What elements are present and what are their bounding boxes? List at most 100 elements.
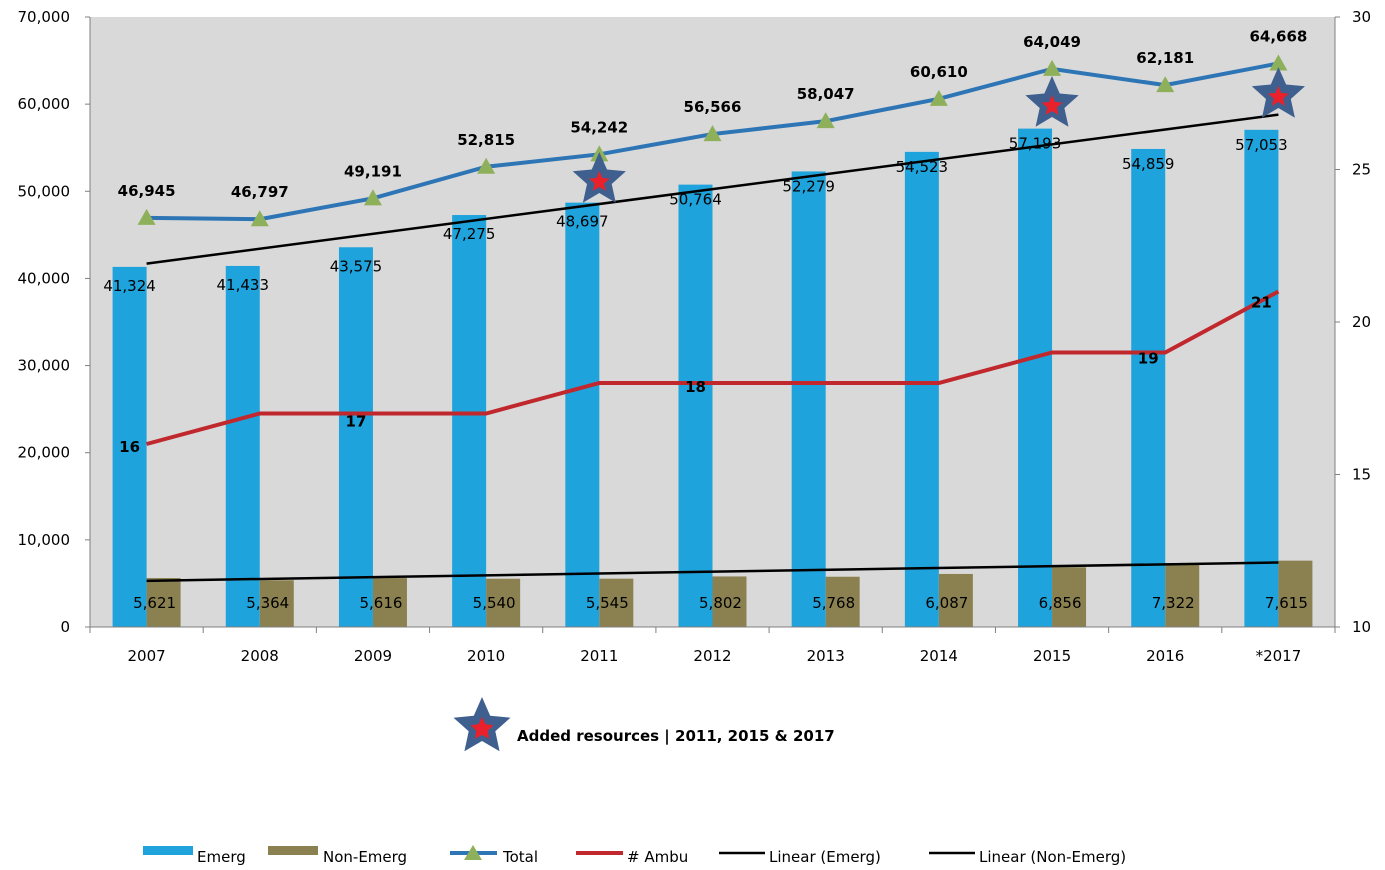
bar-non-emerg-7	[938, 573, 973, 627]
label-total-6: 58,047	[797, 85, 855, 103]
y-right-tick-label-1: 15	[1352, 466, 1371, 484]
label-total-0: 46,945	[118, 182, 176, 200]
y-left-tick-label-0: 0	[60, 618, 70, 636]
label-non-emerg-8: 6,856	[1039, 594, 1082, 612]
label-ambu-10: 21	[1251, 294, 1272, 312]
bar-emerg-3	[452, 215, 487, 627]
bar-non-emerg-2	[372, 578, 407, 627]
x-tick-label-8: 2015	[1033, 647, 1071, 665]
bar-non-emerg-9	[1165, 563, 1200, 627]
trendline-emerg	[146, 113, 1279, 265]
x-tick-label-2: 2009	[354, 647, 392, 665]
label-total-9: 62,181	[1136, 49, 1194, 67]
annotation-star-inner-4	[588, 171, 610, 191]
x-tick-label-7: 2014	[920, 647, 958, 665]
trendline-non-emerg	[146, 561, 1279, 583]
label-emerg-6: 52,279	[782, 177, 835, 195]
marker-total-9	[1156, 76, 1175, 93]
bar-emerg-0	[112, 266, 147, 627]
bar-non-emerg-1	[259, 580, 294, 627]
label-emerg-3: 47,275	[443, 225, 496, 243]
legend-marker-total	[464, 845, 482, 860]
bar-non-emerg-0	[146, 578, 181, 627]
label-emerg-1: 41,433	[217, 276, 270, 294]
label-total-10: 64,668	[1249, 27, 1307, 45]
marker-total-8	[1043, 59, 1062, 76]
bar-emerg-5	[678, 184, 713, 628]
bar-non-emerg-4	[599, 578, 634, 627]
label-non-emerg-9: 7,322	[1152, 594, 1195, 612]
marker-total-5	[703, 125, 722, 142]
bar-emerg-9	[1131, 148, 1166, 627]
label-emerg-2: 43,575	[330, 257, 383, 275]
x-tick-label-1: 2008	[241, 647, 279, 665]
legend-label-trend-emerg: Linear (Emerg)	[769, 848, 881, 865]
marker-total-2	[363, 189, 382, 206]
y-left-tick-label-1: 10,000	[18, 531, 71, 549]
bar-emerg-10	[1244, 129, 1279, 627]
marker-total-10	[1269, 54, 1288, 71]
x-tick-label-9: 2016	[1146, 647, 1184, 665]
annotation-star-inner-10	[1267, 86, 1289, 106]
annotation-legend-star-inner	[470, 717, 494, 739]
legend-label-emerg: Emerg	[197, 848, 246, 865]
legend-label-total: Total	[502, 848, 538, 865]
y-left-tick-label-4: 40,000	[18, 269, 71, 287]
marker-total-1	[250, 210, 269, 227]
label-ambu-0: 16	[119, 438, 140, 456]
label-emerg-9: 54,859	[1122, 155, 1175, 173]
bar-emerg-4	[565, 202, 600, 627]
label-ambu-2: 17	[346, 413, 367, 431]
label-total-7: 60,610	[910, 63, 968, 81]
annotation-star-inner-8	[1041, 95, 1063, 115]
marker-total-3	[477, 157, 496, 174]
legend-label-ambu: # Ambu	[627, 848, 688, 865]
label-total-3: 52,815	[457, 131, 515, 149]
label-emerg-5: 50,764	[669, 191, 722, 209]
y-right-tick-label-4: 30	[1352, 8, 1371, 26]
label-emerg-8: 57,193	[1009, 135, 1062, 153]
label-ambu-9: 19	[1138, 350, 1159, 368]
bar-non-emerg-3	[486, 578, 521, 627]
legend-label-trend-non-emerg: Linear (Non-Emerg)	[979, 848, 1126, 865]
marker-total-0	[137, 208, 156, 225]
label-non-emerg-4: 5,545	[586, 594, 629, 612]
label-total-5: 56,566	[684, 98, 742, 116]
y-right-tick-label-3: 25	[1352, 161, 1371, 179]
y-left-tick-label-2: 20,000	[18, 444, 71, 462]
line-ambu	[146, 289, 1280, 446]
y-left-tick-label-6: 60,000	[18, 95, 71, 113]
bar-non-emerg-10	[1278, 560, 1313, 627]
label-non-emerg-6: 5,768	[812, 594, 855, 612]
legend-swatch-emerg	[143, 846, 193, 855]
x-tick-label-6: 2013	[807, 647, 845, 665]
y-left-tick-label-5: 50,000	[18, 182, 71, 200]
bar-emerg-2	[338, 247, 373, 627]
x-tick-label-5: 2012	[693, 647, 731, 665]
legend-swatch-non-emerg	[268, 846, 318, 855]
label-non-emerg-2: 5,616	[359, 594, 402, 612]
y-right-tick-label-0: 10	[1352, 618, 1371, 636]
label-total-4: 54,242	[570, 118, 628, 136]
label-emerg-10: 57,053	[1235, 136, 1288, 154]
bar-emerg-6	[791, 171, 826, 628]
y-left-tick-label-3: 30,000	[18, 357, 71, 375]
bar-non-emerg-6	[825, 576, 860, 627]
marker-total-6	[816, 112, 835, 129]
bar-non-emerg-8	[1052, 567, 1087, 627]
bar-emerg-1	[225, 265, 260, 627]
y-right-tick-label-2: 20	[1352, 313, 1371, 331]
bar-non-emerg-5	[712, 576, 747, 627]
label-non-emerg-3: 5,540	[473, 594, 516, 612]
annotation-text: Added resources | 2011, 2015 & 2017	[517, 727, 835, 746]
label-non-emerg-5: 5,802	[699, 594, 742, 612]
bar-emerg-8	[1018, 128, 1053, 627]
label-emerg-7: 54,523	[896, 158, 949, 176]
label-non-emerg-1: 5,364	[246, 594, 289, 612]
marker-total-7	[929, 89, 948, 106]
label-non-emerg-7: 6,087	[925, 594, 968, 612]
legend-label-non-emerg: Non-Emerg	[323, 848, 407, 865]
bar-emerg-7	[904, 151, 939, 627]
